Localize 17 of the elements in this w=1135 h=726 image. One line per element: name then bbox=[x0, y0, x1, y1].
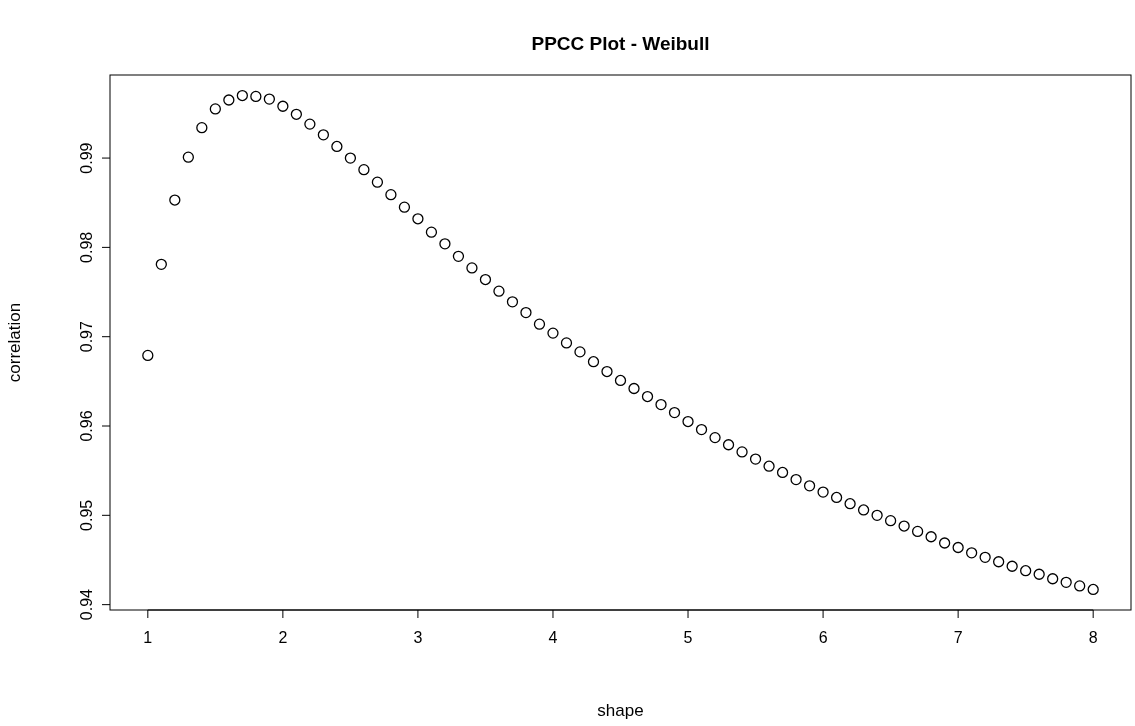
x-tick-label: 5 bbox=[683, 629, 693, 646]
y-tick-label: 0.95 bbox=[78, 499, 95, 531]
x-tick-label: 3 bbox=[413, 629, 423, 646]
x-tick-label: 6 bbox=[818, 629, 828, 646]
x-tick-label: 7 bbox=[953, 629, 963, 646]
y-axis-title: correlation bbox=[5, 302, 24, 383]
y-tick-label: 0.99 bbox=[78, 142, 95, 174]
x-axis-title: shape bbox=[597, 701, 644, 720]
x-tick-label: 4 bbox=[548, 629, 558, 646]
y-tick-label: 0.94 bbox=[78, 588, 95, 621]
y-tick-label: 0.96 bbox=[78, 410, 95, 442]
x-tick-label: 1 bbox=[143, 629, 153, 646]
y-tick-label: 0.97 bbox=[78, 321, 95, 353]
x-tick-label: 2 bbox=[278, 629, 288, 646]
x-tick-label: 8 bbox=[1088, 629, 1098, 646]
y-tick-label: 0.98 bbox=[78, 231, 95, 263]
chart-title: PPCC Plot - Weibull bbox=[531, 33, 710, 54]
